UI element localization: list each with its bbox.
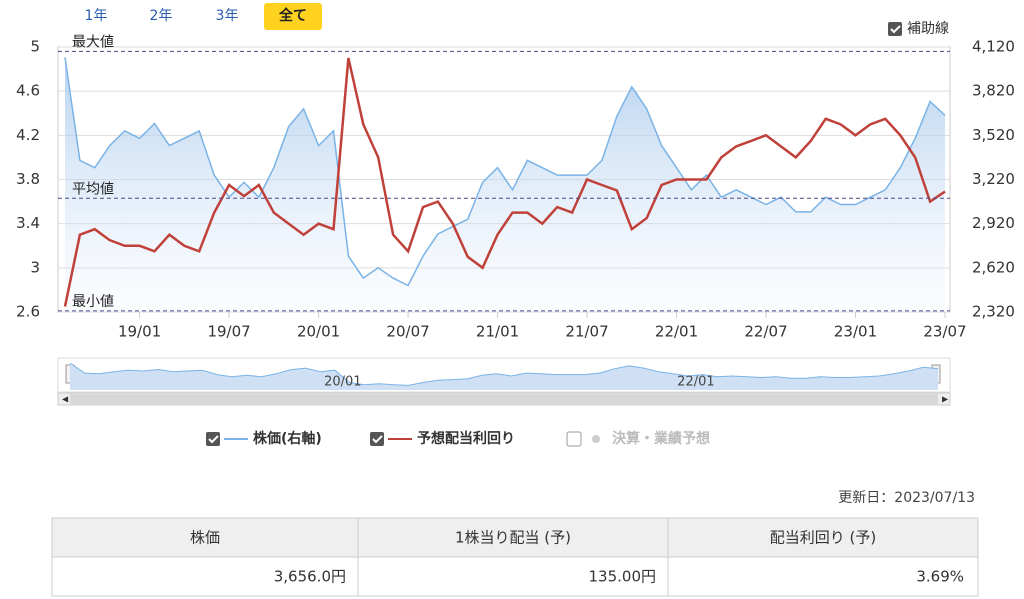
y2-tick-label: 2,320: [972, 303, 1015, 321]
y-tick-label: 3.8: [16, 170, 40, 188]
table-cell: 3,656.0円: [274, 568, 346, 586]
y-tick-label: 4.2: [16, 126, 40, 144]
scrollbar-thumb[interactable]: [70, 394, 938, 404]
checkbox[interactable]: [370, 432, 384, 446]
y-tick-label: 3.4: [16, 214, 40, 232]
checkbox[interactable]: [566, 431, 582, 447]
table-cell: 3.69%: [916, 568, 964, 586]
aux-lines-label[interactable]: 補助線: [907, 21, 949, 37]
legend-label[interactable]: 決算・業績予想: [612, 430, 710, 447]
y2-tick-label: 3,520: [972, 126, 1015, 144]
y-tick-label: 3: [30, 258, 40, 276]
range-button-bg[interactable]: [264, 3, 322, 30]
navigator-label: 20/01: [324, 375, 361, 390]
table-row: [51, 556, 979, 597]
scroll-arrow[interactable]: ◀: [62, 395, 69, 404]
x-tick-label: 23/07: [923, 323, 966, 341]
x-tick-label: 19/01: [118, 323, 161, 341]
legend-label[interactable]: 株価(右軸): [253, 430, 322, 447]
check: [372, 435, 383, 444]
x-tick-label: 20/07: [386, 323, 429, 341]
area: [65, 57, 945, 312]
table-cell: 135.00円: [589, 568, 657, 586]
y2-tick-label: 4,120: [972, 38, 1015, 56]
x-tick-label: 21/01: [476, 323, 519, 341]
y-tick-label: 5: [30, 38, 40, 56]
legend-label[interactable]: 予想配当利回り: [417, 430, 515, 447]
updated-date: 更新日：2023/07/13: [838, 490, 975, 506]
reference-label: 最大値: [72, 34, 114, 50]
series-line: [63, 57, 946, 307]
table-header-cell: 配当利回り (予): [770, 529, 876, 547]
x-tick-label: 20/01: [297, 323, 340, 341]
y2-tick-label: 2,620: [972, 258, 1015, 276]
x-tick-label: 23/01: [834, 323, 877, 341]
reference-label: 最小値: [72, 294, 114, 310]
range-button[interactable]: 全て: [278, 7, 307, 24]
legend-dot: [592, 435, 600, 443]
scroll-arrow[interactable]: ▶: [942, 395, 949, 404]
table-header-cell: 株価: [190, 529, 220, 547]
navigator-line: [69, 362, 939, 386]
y-tick-label: 2.6: [16, 303, 40, 321]
x-tick-label: 22/07: [744, 323, 787, 341]
y2-tick-label: 3,220: [972, 170, 1015, 188]
range-button[interactable]: 3年: [216, 8, 239, 24]
checkbox[interactable]: [206, 432, 220, 446]
y-tick-label: 4.6: [16, 82, 40, 100]
navigator-label: 22/01: [677, 375, 714, 390]
x-tick-label: 19/07: [207, 323, 250, 341]
x-tick-label: 21/07: [565, 323, 608, 341]
navigator-area: [70, 363, 938, 390]
x-tick-label: 22/01: [655, 323, 698, 341]
range-button[interactable]: 2年: [150, 8, 173, 24]
series-line: [64, 57, 946, 287]
check: [890, 25, 901, 34]
check: [208, 435, 219, 444]
table-header-cell: 1株当り配当 (予): [455, 529, 571, 547]
y2-tick-label: 3,820: [972, 82, 1015, 100]
checkbox[interactable]: [888, 22, 902, 36]
y2-tick-label: 2,920: [972, 214, 1015, 232]
range-button[interactable]: 1年: [85, 8, 108, 24]
reference-label: 平均値: [72, 181, 114, 197]
